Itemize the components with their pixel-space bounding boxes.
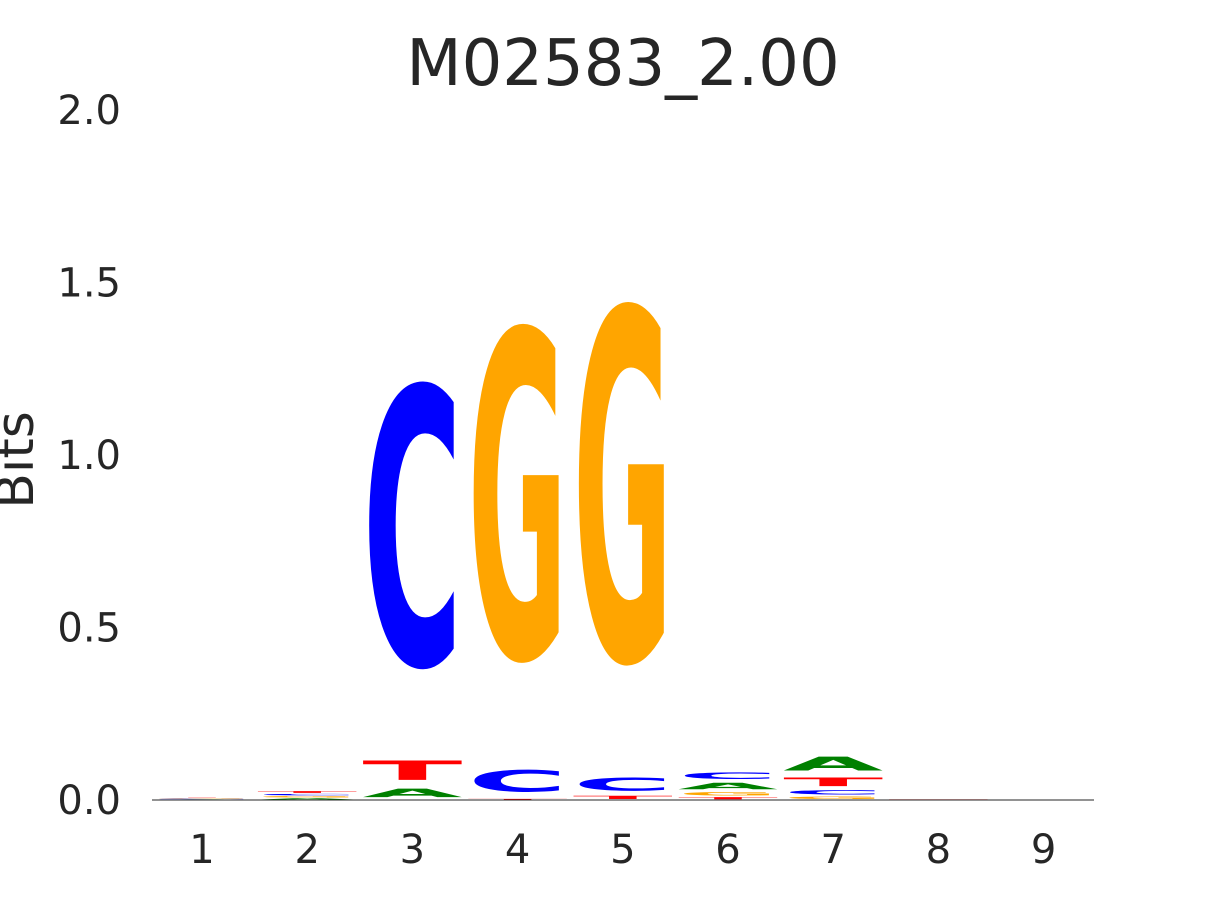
- logo-letter-A-pos-3: A: [362, 786, 462, 800]
- svg-text:T: T: [362, 755, 462, 786]
- x-axis-ticks: 1 2 3 4 5 6 7 8 9: [189, 827, 1056, 873]
- logo-letter-G-pos-4: G: [468, 242, 568, 763]
- svg-text:T: T: [257, 791, 357, 794]
- logo-letter-C-pos-3: C: [362, 312, 462, 754]
- logo-letter-A-pos-7: A: [783, 753, 883, 775]
- logo-letter-A-pos-6: A: [678, 781, 778, 791]
- logo-letter-C-pos-4: C: [468, 765, 568, 799]
- logo-letter-A-pos-2: A: [257, 798, 357, 800]
- x-tick-label: 8: [926, 827, 951, 873]
- x-tick-label: 6: [715, 827, 740, 873]
- logo-letter-G-pos-7: G: [783, 796, 883, 800]
- svg-text:G: G: [468, 242, 568, 763]
- logo-letter-C-pos-7: C: [783, 789, 883, 796]
- x-tick-label: 3: [400, 827, 425, 873]
- x-tick-label: 9: [1031, 827, 1056, 873]
- logo-letter-T-pos-3: T: [362, 755, 462, 786]
- y-tick-label: 0.0: [57, 778, 121, 824]
- letter-stacks: ACGTAGCTATCTCGTCGTGACGCTAT: [152, 213, 989, 800]
- svg-text:T: T: [573, 795, 673, 800]
- logo-letter-G-pos-5: G: [573, 213, 673, 772]
- svg-text:G: G: [783, 796, 883, 800]
- logo-letter-T-pos-4: T: [468, 799, 568, 800]
- y-axis-ticks: 0.0 0.5 1.0 1.5 2.0: [57, 88, 121, 824]
- svg-text:C: C: [152, 799, 252, 800]
- svg-text:G: G: [257, 796, 357, 798]
- svg-text:C: C: [362, 312, 462, 754]
- svg-text:A: A: [783, 753, 883, 775]
- svg-text:G: G: [573, 213, 673, 772]
- logo-letter-C-pos-5: C: [573, 774, 673, 795]
- logo-letter-T-pos-2: T: [257, 791, 357, 794]
- svg-text:T: T: [678, 797, 778, 800]
- y-tick-label: 1.0: [57, 433, 121, 479]
- logo-letter-C-pos-6: C: [678, 771, 778, 781]
- svg-text:T: T: [468, 799, 568, 800]
- y-tick-label: 1.5: [57, 261, 121, 307]
- logo-letter-T-pos-6: T: [678, 797, 778, 800]
- chart-title: M02583_2.00: [406, 27, 839, 101]
- logo-letter-T-pos-7: T: [783, 775, 883, 789]
- y-tick-label: 0.5: [57, 606, 121, 652]
- svg-text:C: C: [468, 765, 568, 799]
- logo-letter-T-pos-5: T: [573, 795, 673, 800]
- svg-text:C: C: [783, 789, 883, 796]
- logo-letter-G-pos-6: G: [678, 791, 778, 796]
- svg-text:A: A: [257, 798, 357, 800]
- logo-letter-C-pos-2: C: [257, 793, 357, 795]
- logo-letter-G-pos-1: G: [152, 798, 252, 799]
- x-tick-label: 7: [820, 827, 845, 873]
- x-tick-label: 1: [189, 827, 214, 873]
- x-tick-label: 2: [294, 827, 319, 873]
- svg-text:C: C: [573, 774, 673, 795]
- svg-text:A: A: [362, 786, 462, 800]
- y-axis-label: Bits: [0, 411, 46, 509]
- y-tick-label: 2.0: [57, 88, 121, 134]
- x-tick-label: 4: [505, 827, 530, 873]
- svg-text:C: C: [678, 771, 778, 781]
- x-tick-label: 5: [610, 827, 635, 873]
- svg-text:T: T: [783, 775, 883, 789]
- svg-text:G: G: [152, 798, 252, 799]
- svg-text:G: G: [678, 791, 778, 796]
- logo-letter-G-pos-2: G: [257, 796, 357, 798]
- svg-text:C: C: [257, 793, 357, 795]
- svg-text:A: A: [678, 781, 778, 791]
- logo-letter-C-pos-1: C: [152, 799, 252, 800]
